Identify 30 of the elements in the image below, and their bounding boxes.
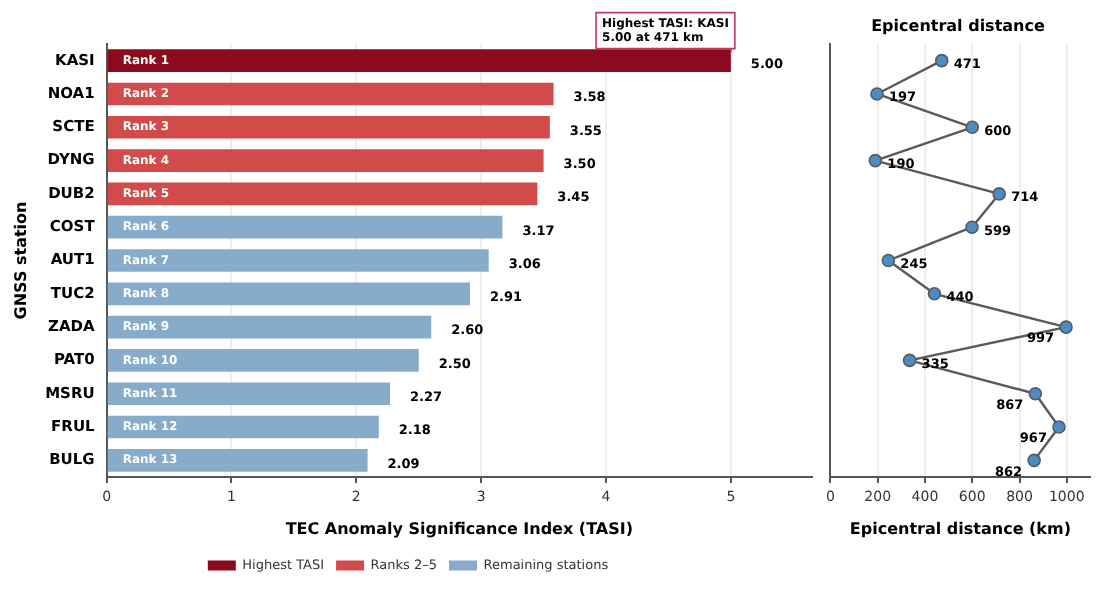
bar [107, 82, 554, 106]
chart-title: Epicentral distance [871, 16, 1046, 35]
bar [107, 115, 550, 139]
x-axis-title: TEC Anomaly Significance Index (TASI) [285, 519, 633, 538]
point [1052, 420, 1066, 434]
point [870, 87, 884, 101]
point [902, 353, 917, 368]
x-axis-title: Epicentral distance (km) [849, 519, 1071, 538]
bar [107, 282, 470, 306]
bar [107, 215, 503, 239]
bar [107, 449, 368, 472]
point [881, 253, 896, 268]
point [1059, 320, 1073, 334]
bar [107, 349, 419, 372]
point [965, 120, 980, 135]
point [1027, 453, 1041, 468]
bar [107, 49, 731, 72]
point [927, 287, 942, 301]
point [965, 220, 979, 234]
point [868, 153, 883, 168]
bar [107, 415, 379, 439]
bar [107, 382, 391, 406]
point [1028, 386, 1043, 401]
bar [107, 315, 432, 339]
y-axis-title: GNSS station [11, 200, 30, 320]
bar [107, 149, 544, 172]
bar [107, 182, 538, 206]
point [992, 187, 1006, 201]
bar [107, 249, 489, 272]
point [934, 53, 949, 68]
